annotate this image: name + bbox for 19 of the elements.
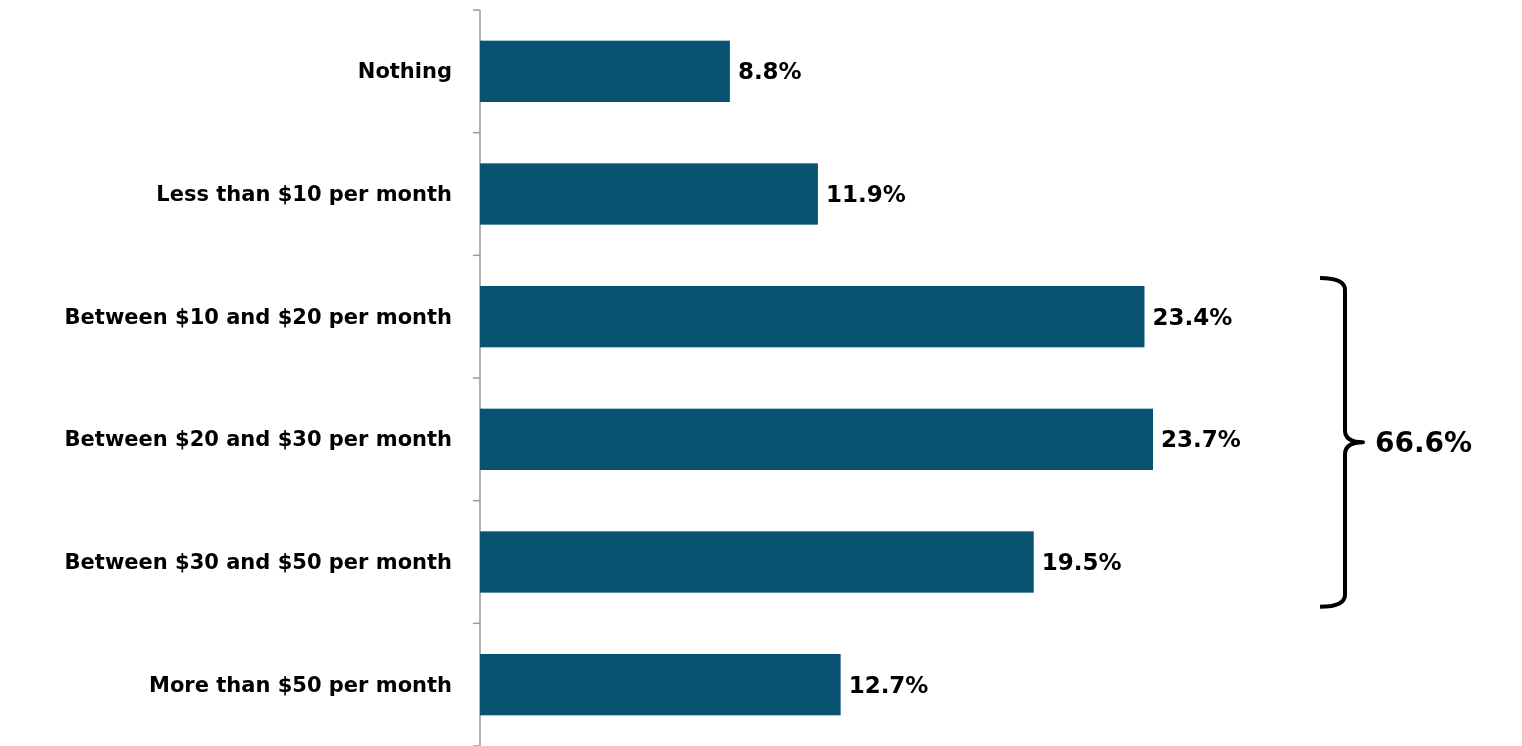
- y-tick-label: Between $30 and $50 per month: [64, 550, 452, 574]
- bar: [480, 531, 1034, 593]
- bar: [480, 654, 841, 716]
- y-tick-label: Between $20 and $30 per month: [64, 427, 452, 452]
- bar: [480, 286, 1145, 348]
- data-label: 23.7%: [1161, 426, 1241, 453]
- data-label: 12.7%: [848, 671, 929, 698]
- y-tick-label: Between $10 and $20 per month: [64, 304, 452, 329]
- data-label: 19.5%: [1041, 549, 1122, 575]
- data-label: 8.8%: [737, 58, 802, 85]
- y-tick-label: Less than $10 per month: [156, 182, 452, 206]
- data-label: 11.9%: [825, 181, 906, 207]
- text: 66.6%: [1375, 425, 1473, 459]
- y-tick-label: More than $50 per month: [149, 672, 452, 697]
- bar: [480, 163, 818, 225]
- bar: [480, 40, 730, 102]
- y-tick-label: Nothing: [357, 59, 452, 84]
- bar: [480, 408, 1153, 470]
- data-label: 23.4%: [1152, 303, 1233, 330]
